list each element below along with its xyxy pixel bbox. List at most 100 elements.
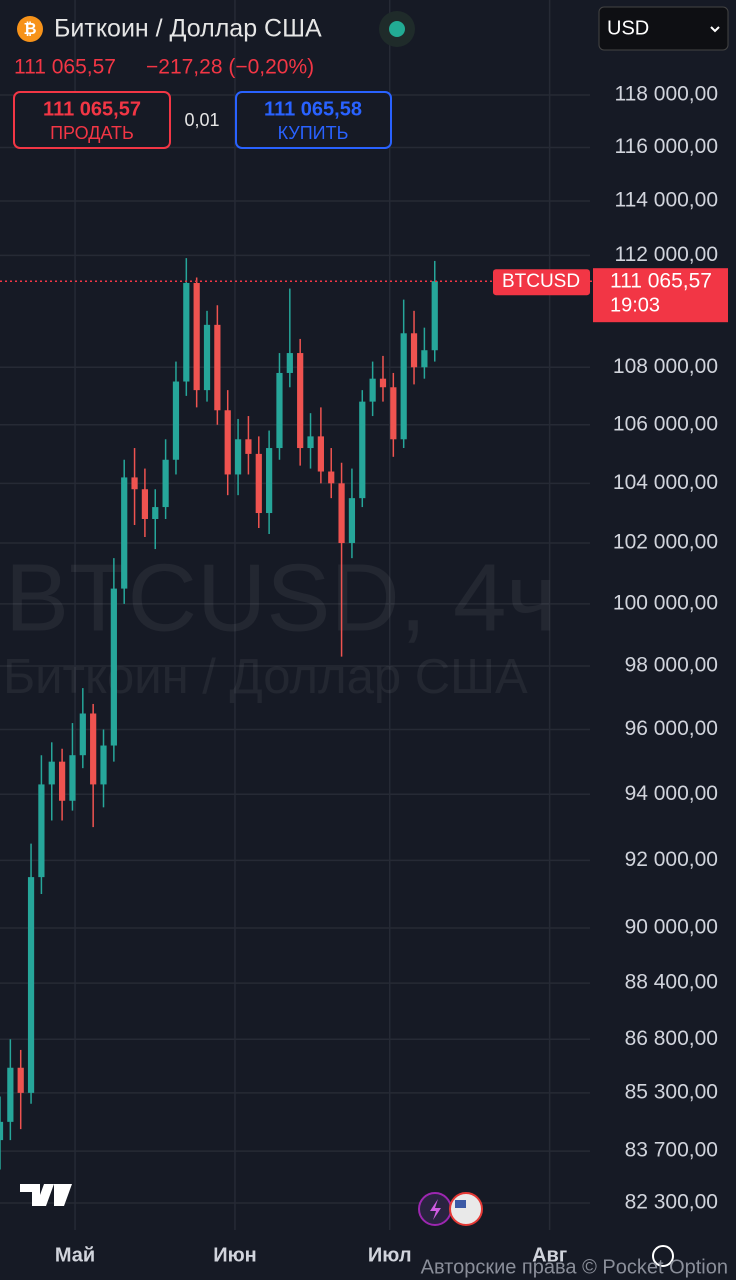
candle-body bbox=[359, 401, 366, 499]
candle-body bbox=[203, 324, 211, 391]
candle-body bbox=[400, 333, 407, 440]
candle-body bbox=[172, 381, 180, 460]
candle-body bbox=[59, 761, 66, 801]
candle-body bbox=[110, 588, 117, 746]
candle-body bbox=[100, 745, 107, 785]
candle-body bbox=[410, 333, 418, 368]
plot bbox=[0, 258, 593, 1170]
y-tick-label: 114 000,00 bbox=[614, 189, 718, 212]
y-tick-label: 85 300,00 bbox=[625, 1080, 718, 1103]
status-dot bbox=[389, 21, 405, 37]
candle-body bbox=[183, 283, 190, 382]
sell-price[interactable]: 111 065,57 bbox=[43, 98, 141, 120]
buy-price[interactable]: 111 065,58 bbox=[264, 98, 362, 120]
copyright: Авторские права © Pocket Option bbox=[421, 1256, 728, 1278]
candle-body bbox=[234, 439, 242, 475]
y-tick-label: 92 000,00 bbox=[625, 848, 718, 871]
currency[interactable]: USD bbox=[607, 17, 649, 39]
y-tick-label: 94 000,00 bbox=[625, 782, 718, 805]
candle-body bbox=[286, 353, 293, 373]
btc-symbol: ₿ bbox=[23, 20, 36, 38]
candle-body bbox=[328, 471, 335, 484]
y-tick-label: 118 000,00 bbox=[614, 82, 718, 105]
candle-body bbox=[90, 713, 97, 785]
y-tick-label: 98 000,00 bbox=[625, 654, 718, 677]
y-tick-label: 100 000,00 bbox=[613, 591, 718, 614]
price-tag-time: 19:03 bbox=[610, 294, 660, 316]
axis: 82 300,00 83 700,00 85 300,00 86 800,00 88 4… bbox=[55, 82, 728, 1266]
candle-body bbox=[224, 410, 231, 475]
candle-body bbox=[79, 713, 86, 756]
symbol-tag bbox=[493, 269, 590, 296]
x-tick-label: Авг bbox=[532, 1244, 567, 1266]
flash-bolt bbox=[430, 1199, 441, 1220]
candle-body bbox=[162, 459, 169, 508]
candle-body bbox=[17, 1067, 24, 1093]
y-tick-label: 83 700,00 bbox=[625, 1139, 718, 1162]
symbol-title: Биткоин / Доллар США bbox=[54, 15, 322, 43]
y-tick-label: 96 000,00 bbox=[625, 717, 718, 740]
x-tick-label: Июн bbox=[213, 1244, 257, 1266]
grid bbox=[0, 0, 590, 1230]
y-tick-label: 104 000,00 bbox=[613, 471, 718, 494]
candle-body bbox=[38, 784, 45, 878]
x-tick-label: Май bbox=[55, 1244, 95, 1266]
candle-body bbox=[266, 448, 273, 514]
candle-body bbox=[214, 324, 221, 411]
flag-canton bbox=[455, 1200, 466, 1208]
y-tick-label: 116 000,00 bbox=[614, 135, 718, 158]
y-tick-label: 108 000,00 bbox=[613, 355, 718, 378]
symbol-tag-label: BTCUSD bbox=[502, 271, 580, 292]
sell-button[interactable] bbox=[13, 91, 171, 149]
watermark-name: Биткоин / Доллар США bbox=[3, 650, 528, 704]
candle-body bbox=[421, 350, 428, 368]
candle-body bbox=[369, 378, 376, 402]
y-tick-label: 88 400,00 bbox=[625, 971, 718, 994]
candle-body bbox=[297, 353, 304, 449]
y-tick-label: 90 000,00 bbox=[625, 915, 718, 938]
candle-body bbox=[390, 387, 397, 440]
candle-body bbox=[27, 877, 35, 1093]
buy-label[interactable]: КУПИТЬ bbox=[278, 123, 349, 143]
candle-body bbox=[152, 507, 159, 520]
candle-body bbox=[245, 439, 252, 454]
y-tick-label: 102 000,00 bbox=[613, 531, 718, 554]
y-tick-label: 112 000,00 bbox=[614, 243, 718, 266]
candle-body bbox=[379, 378, 387, 388]
candle-body bbox=[69, 755, 76, 801]
flag-icon[interactable] bbox=[449, 1192, 483, 1226]
candle-body bbox=[131, 477, 138, 490]
y-tick-label: 106 000,00 bbox=[613, 412, 718, 435]
candle-body bbox=[193, 283, 200, 391]
candle-body bbox=[307, 436, 314, 449]
x-tick-label: Июл bbox=[368, 1244, 412, 1266]
header-change: −217,28 (−0,20%) bbox=[146, 56, 314, 79]
y-tick-label: 86 800,00 bbox=[625, 1027, 718, 1050]
tv-logo bbox=[20, 1184, 72, 1206]
price-tag bbox=[593, 268, 728, 323]
candle-body bbox=[48, 761, 55, 785]
btc-icon bbox=[17, 16, 43, 42]
candle-body bbox=[7, 1067, 14, 1122]
y-tick-label: 82 300,00 bbox=[625, 1191, 718, 1214]
watermark-symbol: BTCUSD, 4ч bbox=[5, 544, 556, 651]
candle-body bbox=[317, 436, 324, 472]
sell-label[interactable]: ПРОДАТЬ bbox=[50, 123, 134, 143]
currency-select[interactable] bbox=[598, 6, 729, 51]
candle-body bbox=[338, 483, 345, 544]
settings-icon[interactable] bbox=[652, 1245, 674, 1267]
candle-body bbox=[348, 498, 356, 544]
spread: 0,01 bbox=[184, 110, 219, 130]
candle-body bbox=[255, 453, 262, 514]
dropdown-arrow bbox=[710, 26, 720, 33]
price-tag-label: 111 065,57 bbox=[610, 270, 712, 293]
candle-body bbox=[431, 281, 438, 351]
candle-body bbox=[121, 477, 128, 589]
header-price: 111 065,57 bbox=[14, 56, 116, 79]
candle-body bbox=[141, 489, 149, 520]
candle-body bbox=[276, 372, 283, 449]
buy-button[interactable] bbox=[235, 91, 392, 149]
